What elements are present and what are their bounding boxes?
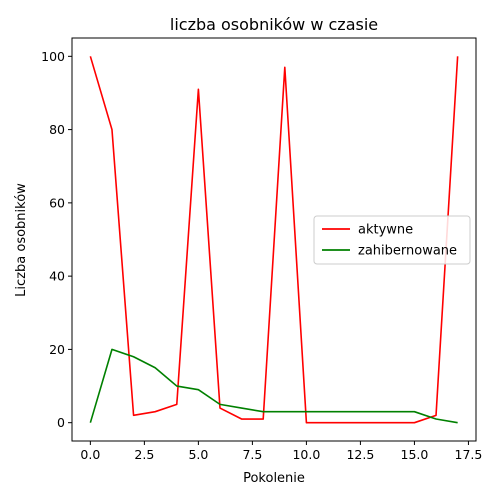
x-tick-label: 15.0 xyxy=(401,447,429,462)
x-tick-label: 5.0 xyxy=(188,447,208,462)
legend-label-aktywne: aktywne xyxy=(358,223,413,238)
y-tick-label: 80 xyxy=(49,122,65,137)
y-tick-label: 20 xyxy=(49,342,65,357)
y-axis-label: Liczba osobników xyxy=(14,183,29,297)
y-axis-ticks: 0 20 40 60 80 100 xyxy=(41,49,72,430)
y-tick-label: 0 xyxy=(57,415,65,430)
series-line-aktywne xyxy=(89,56,459,424)
series-layer xyxy=(89,56,459,424)
x-tick-label: 17.5 xyxy=(455,447,483,462)
x-axis-label: Pokolenie xyxy=(243,471,305,486)
y-tick-label: 100 xyxy=(41,49,65,64)
x-tick-label: 0.0 xyxy=(80,447,100,462)
y-tick-label: 60 xyxy=(49,195,65,210)
y-tick-label: 40 xyxy=(49,269,65,284)
x-tick-label: 2.5 xyxy=(134,447,154,462)
x-tick-label: 7.5 xyxy=(242,447,262,462)
chart-title: liczba osobników w czasie xyxy=(170,15,378,34)
x-axis-ticks: 0.0 2.5 5.0 7.5 10.0 12.5 15.0 17.5 xyxy=(80,441,482,462)
legend: aktywne zahibernowane xyxy=(313,215,471,265)
x-tick-label: 10.0 xyxy=(292,447,320,462)
series-line-zahibernowane xyxy=(89,348,458,424)
legend-label-zahibernowane: zahibernowane xyxy=(358,244,457,259)
legend-box xyxy=(313,215,471,265)
x-tick-label: 12.5 xyxy=(346,447,374,462)
axes-frame xyxy=(71,37,477,442)
